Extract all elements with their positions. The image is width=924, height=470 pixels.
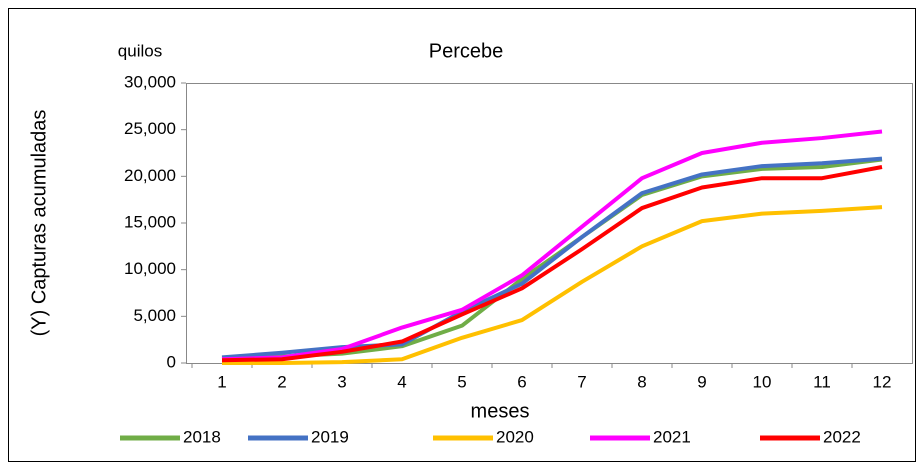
legend-label: 2018 — [183, 427, 221, 446]
y-tick-label: 15,000 — [124, 212, 176, 231]
x-axis-label: meses — [471, 400, 530, 422]
legend-label: 2019 — [311, 427, 349, 446]
legend-label: 2020 — [496, 427, 534, 446]
y-tick-label: 25,000 — [124, 119, 176, 138]
legend-label: 2022 — [823, 427, 861, 446]
x-tick-label: 5 — [457, 372, 466, 391]
chart-title: Percebe — [429, 40, 504, 62]
plot-border — [186, 83, 913, 364]
unit-label: quilos — [118, 41, 162, 60]
series-line — [222, 205, 883, 365]
y-tick-label: 10,000 — [124, 259, 176, 278]
x-tick-label: 9 — [697, 372, 706, 391]
y-tick-label: 0 — [167, 352, 176, 371]
x-tick-label: 10 — [753, 372, 772, 391]
x-tick-label: 7 — [577, 372, 586, 391]
x-tick-label: 11 — [813, 372, 831, 391]
series-line — [221, 129, 883, 362]
y-axis-label: (Y) Capturas acumuladas — [28, 110, 50, 337]
x-tick-label: 1 — [217, 372, 226, 391]
series-line — [221, 165, 883, 363]
x-tick-label: 6 — [517, 372, 526, 391]
x-tick-label: 3 — [337, 372, 346, 391]
y-tick-label: 20,000 — [124, 166, 176, 185]
x-tick-label: 2 — [277, 372, 286, 391]
series-line — [221, 156, 883, 360]
y-tick-label: 5,000 — [133, 306, 176, 325]
x-tick-label: 12 — [873, 372, 892, 391]
x-tick-label: 4 — [397, 372, 406, 391]
y-tick-label: 30,000 — [124, 72, 176, 91]
legend-label: 2021 — [653, 427, 691, 446]
x-tick-label: 8 — [637, 372, 646, 391]
